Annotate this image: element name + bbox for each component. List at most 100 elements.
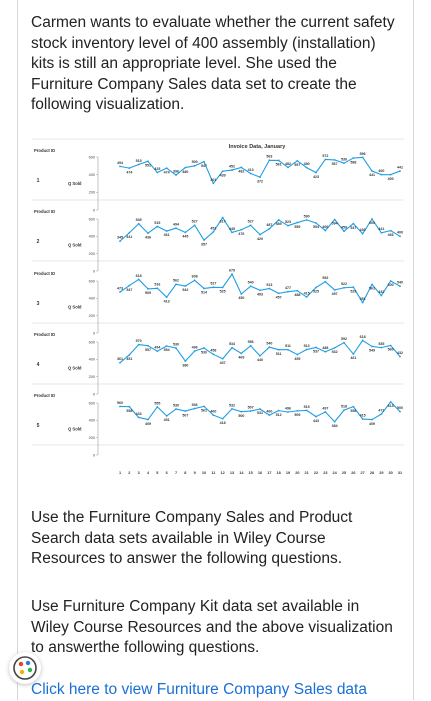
y-tick-label: 0: [93, 331, 95, 335]
y-tick-label: 400: [89, 419, 95, 423]
data-label: 488: [294, 293, 300, 297]
data-point: [137, 278, 140, 281]
data-label: 536: [192, 403, 198, 407]
data-label: 459: [341, 226, 347, 230]
data-point: [399, 285, 401, 288]
data-point: [324, 350, 327, 353]
data-label: 415: [360, 413, 366, 417]
accessibility-button[interactable]: [9, 652, 41, 684]
data-label: 441: [126, 235, 132, 239]
data-point: [156, 171, 159, 174]
data-label: 472: [378, 408, 384, 412]
x-tick-label: 2: [128, 471, 130, 475]
data-point: [156, 406, 159, 408]
data-point: [119, 405, 121, 408]
data-point: [137, 163, 140, 166]
x-tick-label: 17: [267, 471, 271, 475]
data-point: [175, 227, 177, 230]
data-point: [361, 301, 364, 304]
data-label: 477: [285, 286, 291, 290]
data-label: 529: [350, 289, 356, 293]
data-label: 554: [313, 225, 319, 229]
data-label: 513: [266, 283, 272, 287]
data-label: 413: [164, 299, 170, 303]
chart-title: Invoice Data, January: [229, 144, 286, 150]
data-label: 400: [388, 177, 394, 181]
y-tick-label: 600: [89, 217, 95, 221]
data-point: [175, 174, 177, 176]
data-point: [333, 420, 336, 423]
data-label: 540: [266, 342, 272, 346]
data-point: [380, 413, 383, 415]
x-tick-label: 5: [156, 471, 158, 475]
data-point: [128, 167, 131, 170]
x-tick-label: 3: [138, 471, 140, 475]
data-label: 600: [388, 283, 394, 287]
data-point: [287, 290, 289, 293]
data-point: [249, 224, 252, 227]
data-label: 679: [229, 269, 235, 273]
data-point: [147, 344, 149, 347]
data-point: [212, 231, 215, 233]
data-label: 476: [238, 232, 244, 236]
data-point: [221, 357, 224, 360]
data-point: [193, 350, 196, 352]
data-point: [156, 287, 159, 290]
data-point: [343, 341, 345, 344]
product-id-label: 5: [37, 423, 40, 429]
data-label: 511: [285, 344, 291, 348]
data-point: [305, 409, 308, 412]
sales-data-link[interactable]: Click here to view Furniture Company Sal…: [31, 681, 367, 698]
data-label: 600: [369, 221, 375, 225]
x-tick-label: 26: [351, 471, 355, 475]
row-header-label: Product ID: [34, 148, 55, 153]
data-label: 540: [248, 281, 254, 285]
data-point: [287, 348, 289, 351]
data-label: 557: [145, 348, 151, 352]
data-label: 572: [322, 154, 328, 158]
x-tick-label: 28: [370, 471, 374, 475]
data-point: [203, 287, 205, 290]
data-point: [277, 159, 280, 162]
data-point: [203, 239, 205, 241]
data-label: 441: [397, 165, 403, 169]
data-label: 436: [145, 235, 151, 239]
data-point: [305, 166, 308, 169]
data-label: 534: [229, 342, 235, 346]
product-id-label: 3: [37, 301, 40, 307]
data-point: [324, 411, 327, 413]
data-label: 525: [220, 290, 226, 294]
data-label: 545: [136, 218, 142, 222]
data-point: [259, 233, 261, 236]
data-label: 361: [117, 357, 123, 361]
data-label: 439: [220, 173, 226, 177]
data-point: [184, 231, 187, 234]
data-point: [165, 230, 168, 232]
data-label: 445: [182, 235, 188, 239]
data-label: 440: [257, 358, 263, 362]
data-label: 400: [378, 169, 384, 173]
data-label: 594: [332, 222, 338, 226]
data-point: [175, 347, 177, 349]
data-point: [315, 286, 317, 289]
data-point: [380, 294, 383, 297]
palette-icon: [13, 656, 37, 680]
data-label: 450: [238, 296, 244, 300]
series-line: [119, 273, 401, 304]
data-label: 461: [164, 233, 170, 237]
intro-paragraph: Carmen wants to evaluate whether the cur…: [31, 14, 395, 113]
data-point: [315, 171, 317, 174]
data-point: [305, 296, 308, 298]
data-label: 372: [257, 179, 263, 183]
data-label: 531: [257, 411, 263, 415]
data-point: [156, 225, 159, 228]
data-point: [259, 176, 261, 179]
data-point: [389, 280, 392, 282]
data-point: [352, 286, 355, 289]
data-point: [175, 283, 177, 286]
data-point: [128, 405, 131, 408]
data-point: [296, 159, 299, 162]
data-label: 507: [182, 413, 188, 417]
data-point: [203, 160, 205, 163]
data-label: 592: [322, 276, 328, 280]
